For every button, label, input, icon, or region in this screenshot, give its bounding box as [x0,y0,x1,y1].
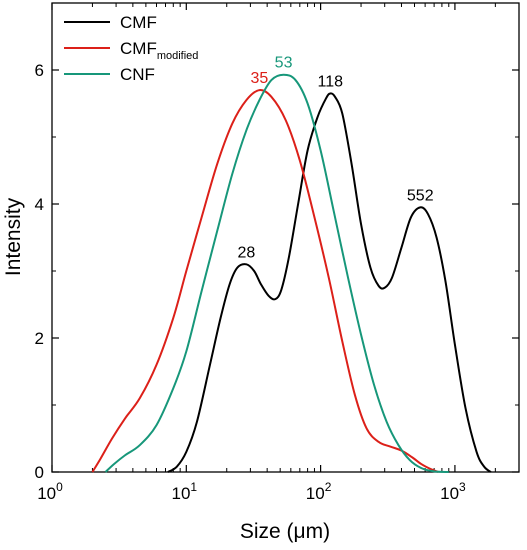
peak-label-118: 118 [318,73,344,90]
y-tick-label-2: 4 [35,195,44,214]
y-tick-label-0: 0 [35,463,44,482]
x-tick-label-1: 101 [172,480,198,503]
series-line-cmf [167,92,492,473]
peak-labels-group: 28 35 53 118 552 [237,55,433,262]
y-tick-label-1: 2 [35,329,44,348]
legend-label-cnf: CNF [120,65,155,84]
legend: CMF CMFmodified CNF [64,13,198,84]
plot-frame [51,2,520,473]
x-axis-title: Size (μm) [240,520,330,543]
peak-label-28: 28 [237,244,255,261]
x-tick-label-2: 102 [306,480,332,503]
peak-label-35: 35 [250,70,268,87]
peak-label-552: 552 [407,187,434,204]
ticks-group: 100 101 102 103 0 2 4 6 [35,3,520,503]
peak-label-53: 53 [275,55,293,72]
y-tick-label-3: 6 [35,61,44,80]
x-tick-label-3: 103 [440,480,466,503]
series-line-cnf [104,73,449,473]
x-tick-label-0: 100 [37,480,63,503]
y-axis-title: Intensity [2,197,25,276]
series-line-cmfmodified [91,89,439,473]
legend-label-cmfmodified: CMFmodified [120,39,198,62]
legend-label-cmf: CMF [120,13,157,32]
series-group [91,73,492,473]
